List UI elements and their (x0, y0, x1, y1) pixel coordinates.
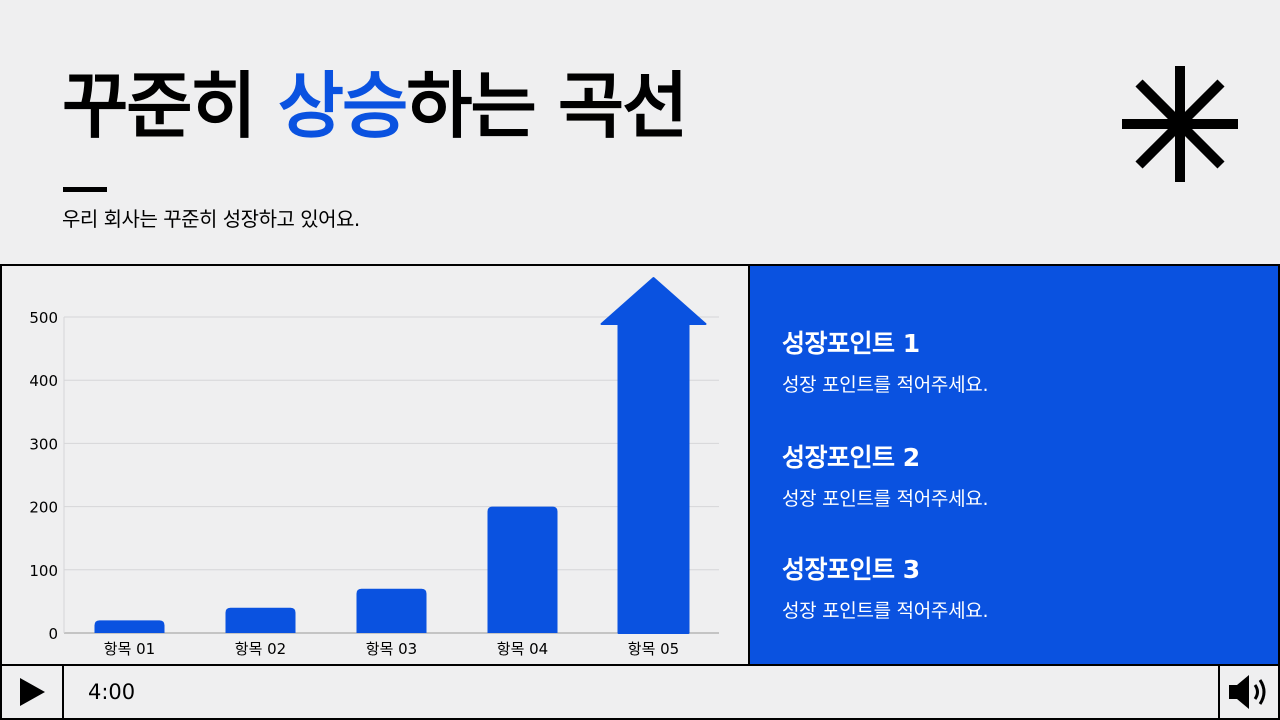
title-accent: 상승 (277, 64, 408, 148)
speaker-icon (1229, 675, 1266, 709)
x-tick-label: 항목 04 (497, 640, 548, 658)
x-tick-label: 항목 03 (366, 640, 417, 658)
title-part2: 하는 곡선 (406, 64, 688, 148)
play-button[interactable] (2, 666, 64, 718)
growth-point-2: 성장포인트 2 성장 포인트를 적어주세요. (782, 438, 989, 511)
x-tick-label: 항목 01 (104, 640, 155, 658)
page-subtitle: 우리 회사는 꾸준히 성장하고 있어요. (62, 207, 360, 231)
bar-chart: 0 100 200 300 400 500 항목 01 항목 02 항목 03 항목 04 항목 0… (29, 277, 719, 658)
y-tick-label: 100 (29, 562, 58, 580)
y-tick-label: 0 (48, 625, 58, 643)
bar (356, 588, 427, 633)
playback-time: 4:00 (88, 680, 136, 704)
bar (94, 620, 165, 633)
title-underline (63, 187, 107, 192)
play-icon (20, 678, 45, 706)
growth-points-panel: 성장포인트 1 성장 포인트를 적어주세요. 성장포인트 2 성장 포인트를 적… (748, 264, 1280, 666)
growth-point-desc: 성장 포인트를 적어주세요. (782, 374, 989, 396)
y-tick-label: 200 (29, 499, 58, 517)
growth-point-desc: 성장 포인트를 적어주세요. (782, 488, 989, 510)
media-player-bar: 4:00 (0, 664, 1280, 720)
bar (225, 607, 296, 633)
bar (487, 506, 558, 633)
growth-point-1: 성장포인트 1 성장 포인트를 적어주세요. (782, 324, 989, 397)
y-tick-label: 400 (29, 372, 58, 390)
growth-point-title: 성장포인트 2 (782, 443, 920, 472)
bar-arrow (600, 277, 707, 634)
x-tick-label: 항목 05 (628, 640, 679, 658)
title-part1: 꾸준히 (62, 64, 278, 148)
asterisk-icon (1122, 66, 1238, 182)
y-tick-label: 300 (29, 435, 58, 453)
y-tick-label: 500 (29, 309, 58, 327)
chart-panel: 0 100 200 300 400 500 항목 01 항목 02 항목 03 항목 04 항목 0… (0, 264, 750, 666)
growth-point-title: 성장포인트 1 (782, 329, 920, 358)
growth-point-title: 성장포인트 3 (782, 555, 920, 584)
x-tick-label: 항목 02 (235, 640, 286, 658)
growth-point-desc: 성장 포인트를 적어주세요. (782, 600, 989, 622)
growth-point-3: 성장포인트 3 성장 포인트를 적어주세요. (782, 550, 989, 623)
page-title: 꾸준히 상승하는 곡선 (62, 70, 688, 142)
volume-button[interactable] (1218, 666, 1278, 718)
